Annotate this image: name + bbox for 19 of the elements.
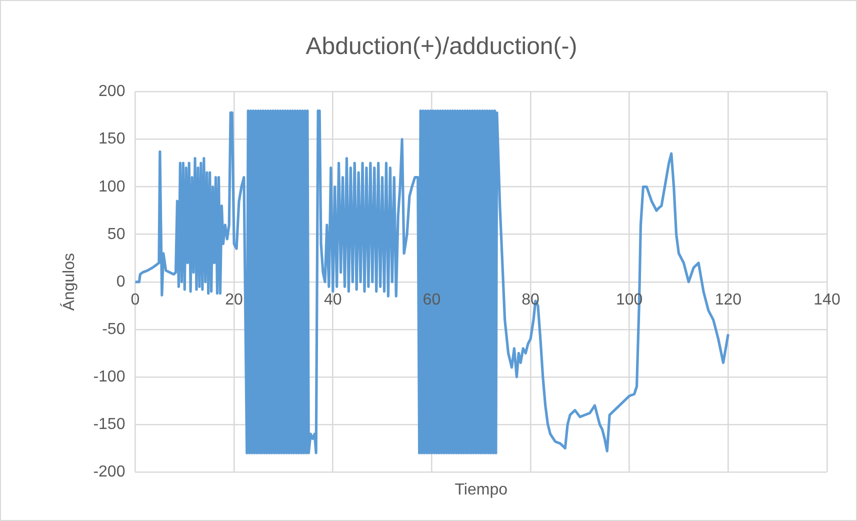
x-tick-label: 60 [422,291,441,308]
y-tick-label: -100 [93,368,126,386]
y-tick-label: 100 [98,178,126,196]
y-tick-label: -200 [93,463,126,480]
x-axis-title: Tiempo [454,481,508,498]
y-tick-label: 200 [98,83,126,100]
y-tick-label: 50 [107,226,126,243]
y-tick-label: 0 [116,273,126,290]
x-tick-label: 80 [522,291,540,308]
y-tick-label: 150 [98,130,126,148]
y-tick-label: -50 [102,320,126,338]
x-tick-label: 20 [225,291,244,308]
y-axis-title: Ángulos [60,252,78,311]
chart-title: Abduction(+)/adduction(-) [306,33,578,60]
y-tick-label: -150 [93,416,126,433]
x-tick-label: 140 [814,291,840,308]
x-tick-label: 0 [130,291,140,308]
x-tick-label: 120 [714,291,742,308]
x-tick-label: 40 [324,291,342,308]
